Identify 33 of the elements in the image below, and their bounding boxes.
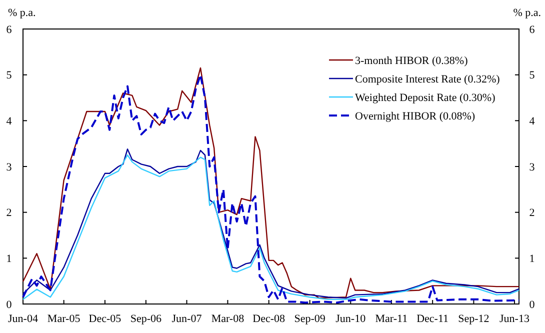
y2-axis-title: % p.a. (513, 7, 542, 19)
y-tick-label: 3 (6, 161, 12, 174)
legend-label: 3-month HIBOR (0.38%) (355, 54, 468, 67)
y2-tick-label: 6 (529, 24, 536, 36)
y-tick-label: 1 (6, 253, 12, 266)
y-tick-label: 0 (6, 298, 12, 311)
x-tick-label: Mar-05 (47, 313, 81, 325)
legend-label: Weighted Deposit Rate (0.30%) (355, 92, 496, 104)
y2-tick-label: 3 (529, 161, 536, 174)
x-tick-label: Sep-06 (130, 313, 162, 325)
y2-tick-label: 0 (529, 298, 536, 311)
y-tick-label: 5 (6, 70, 12, 82)
x-tick-label: Jun-13 (500, 313, 530, 325)
x-tick-label: Mar-11 (375, 313, 408, 325)
y-tick-label: 6 (6, 24, 12, 36)
x-tick-label: Jun-10 (336, 313, 366, 325)
x-tick-label: Sep-09 (294, 313, 326, 325)
y2-tick-label: 2 (529, 207, 535, 220)
x-tick-label: Dec-05 (88, 313, 122, 325)
legend-label: Composite Interest Rate (0.32%) (355, 73, 500, 86)
x-tick-label: Sep-12 (458, 313, 490, 325)
y2-tick-label: 5 (529, 70, 536, 82)
x-tick-label: Jun-04 (8, 313, 38, 325)
y-tick-label: 2 (6, 207, 12, 220)
y-axis-title: % p.a. (8, 7, 36, 19)
x-tick-label: Dec-11 (416, 313, 449, 325)
x-tick-label: Dec-08 (252, 313, 286, 325)
y2-tick-label: 4 (529, 116, 536, 128)
x-tick-label: Jun-07 (172, 313, 202, 325)
x-tick-label: Mar-08 (211, 313, 245, 325)
y2-tick-label: 1 (529, 253, 535, 266)
legend-label: Overnight HIBOR (0.08%) (355, 110, 476, 122)
y-tick-label: 4 (6, 116, 12, 128)
